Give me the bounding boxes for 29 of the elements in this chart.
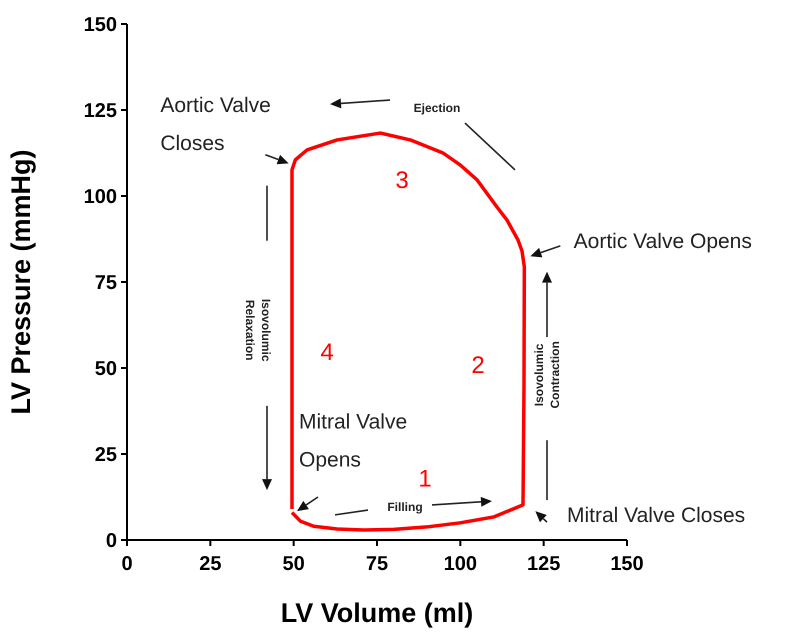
annotation: Filling (387, 500, 423, 514)
x-axis-title: LV Volume (ml) (280, 598, 474, 628)
y-tick-label: 150 (84, 14, 117, 36)
y-tick-label: 50 (94, 358, 117, 380)
annotation: 4 (320, 339, 334, 366)
y-tick-label: 25 (94, 444, 117, 466)
y-tick-label: 100 (84, 186, 117, 208)
y-tick-label: 125 (84, 100, 117, 122)
annotation: Isovolumic Relaxation (242, 298, 273, 362)
annotation: 2 (471, 352, 485, 379)
y-tick-label: 0 (106, 530, 117, 552)
annotation: 1 (418, 465, 432, 492)
annotation: Mitral Valve Opens (299, 410, 408, 472)
annotation: Aortic Valve Closes (160, 94, 271, 156)
annotation: 3 (395, 167, 409, 194)
x-tick-label: 25 (199, 553, 222, 575)
annotation: Aortic Valve Opens (574, 230, 752, 254)
x-tick-label: 125 (526, 553, 560, 575)
line-series (290, 131, 526, 532)
x-tick-label: 100 (444, 553, 478, 575)
x-tick-label: 150 (610, 553, 644, 575)
annotation: Isovolumic Contraction (532, 341, 562, 409)
x-tick-label: 50 (282, 553, 305, 575)
x-tick-label: 75 (366, 553, 388, 575)
y-tick-label: 75 (94, 272, 117, 294)
x-tick-label: 0 (121, 553, 133, 575)
y-axis-title: LV Pressure (mmHg) (6, 149, 36, 415)
annotation: Mitral Valve Closes (567, 504, 746, 528)
annotation: Ejection (414, 101, 460, 116)
